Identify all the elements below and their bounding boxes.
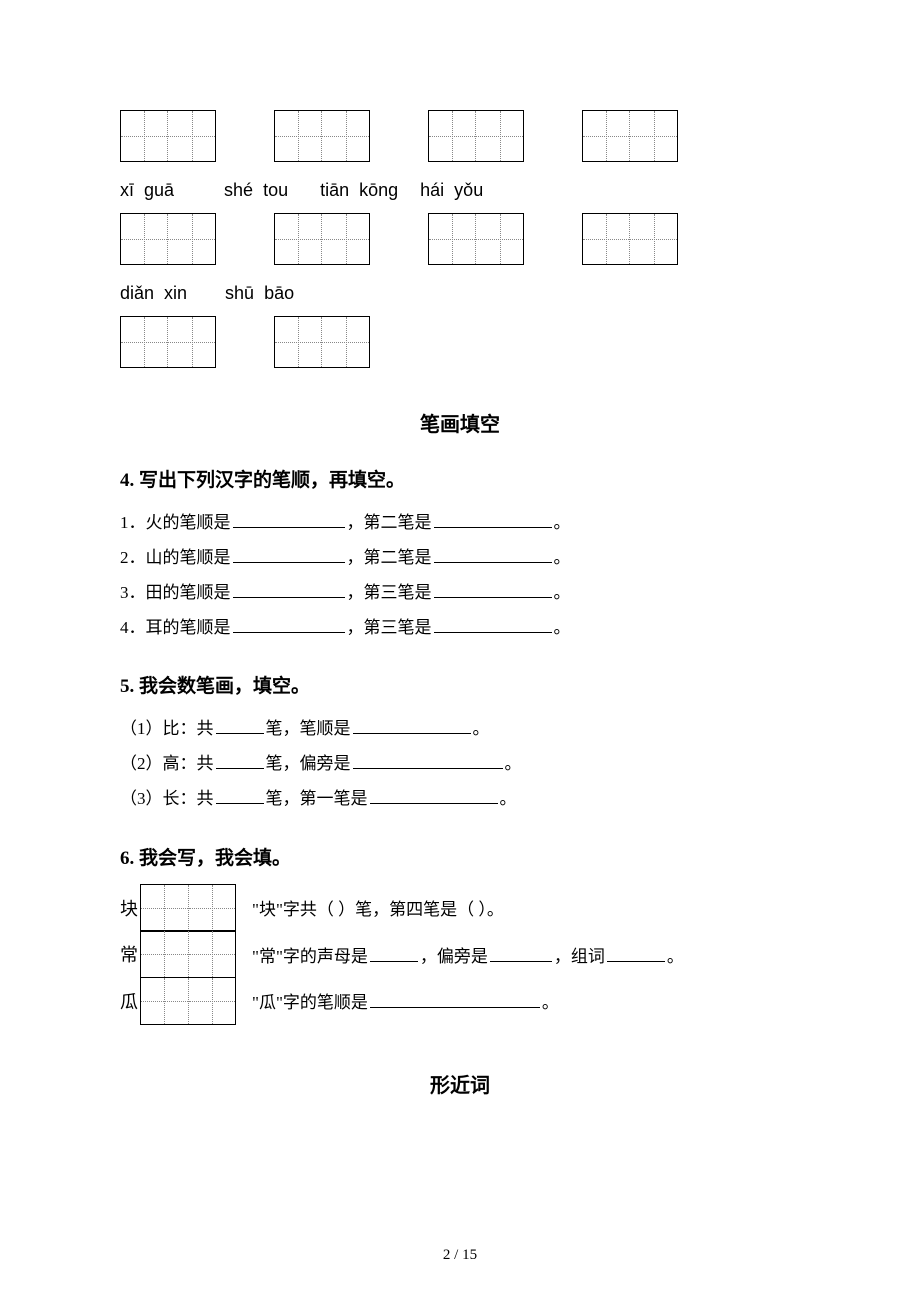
q6-character-label: 常	[120, 941, 140, 967]
blank	[370, 991, 540, 1008]
pinyin-label: shé tou	[224, 180, 288, 201]
writing-grid	[140, 977, 236, 1025]
blank	[353, 717, 471, 734]
blank	[233, 546, 345, 563]
blank	[607, 945, 665, 962]
question-6-row: 块 "块"字共（ ）笔，第四笔是（ ）。	[120, 884, 800, 932]
q6-character-label: 瓜	[120, 988, 140, 1014]
pinyin-label: tiān kōng	[320, 180, 398, 201]
question-5-head: 5. 我会数笔画，填空。	[120, 671, 800, 698]
writing-grid	[582, 213, 678, 265]
pinyin-label: diǎn xin	[120, 283, 187, 304]
writing-grid	[274, 316, 370, 368]
grid-row	[120, 316, 800, 368]
blank	[353, 752, 503, 769]
blank	[434, 546, 552, 563]
pinyin-label: shū bāo	[225, 283, 294, 304]
question-4-item: 2．山的笔顺是，第二笔是。	[120, 541, 800, 576]
question-6-row: 瓜 "瓜"字的笔顺是。	[120, 977, 800, 1025]
writing-grid	[120, 213, 216, 265]
q6-text: "块"字共（ ）笔，第四笔是（ ）。	[252, 895, 504, 920]
question-6-row: 常 "常"字的声母是，偏旁是，组词。	[120, 930, 800, 978]
writing-grid	[582, 110, 678, 162]
blank	[490, 945, 552, 962]
blank	[434, 616, 552, 633]
blank	[216, 752, 264, 769]
writing-grid	[274, 213, 370, 265]
writing-grid	[428, 110, 524, 162]
question-5-item: （1）比：共笔，笔顺是。	[120, 712, 800, 747]
blank	[233, 511, 345, 528]
question-5-item: （2）高：共笔，偏旁是。	[120, 747, 800, 782]
q6-text: "瓜"字的笔顺是。	[252, 988, 559, 1013]
section-title-similar-words: 形近词	[120, 1069, 800, 1098]
blank	[434, 581, 552, 598]
page-number: 2 / 15	[0, 1247, 920, 1264]
writing-grid	[120, 110, 216, 162]
writing-grid	[274, 110, 370, 162]
blank	[370, 945, 418, 962]
writing-grid	[120, 316, 216, 368]
question-4-item: 4．耳的笔顺是，第三笔是。	[120, 611, 800, 646]
writing-grid	[428, 213, 524, 265]
q6-text: "常"字的声母是，偏旁是，组词。	[252, 942, 684, 967]
blank	[370, 787, 498, 804]
pinyin-label: xī guā	[120, 180, 174, 201]
pinyin-label: hái yǒu	[420, 180, 483, 201]
writing-grid	[140, 884, 236, 932]
grid-row	[120, 110, 800, 162]
question-5-item: （3）长：共笔，第一笔是。	[120, 782, 800, 817]
blank	[434, 511, 552, 528]
blank	[233, 581, 345, 598]
question-6-head: 6. 我会写，我会填。	[120, 843, 800, 870]
section-title-strokes: 笔画填空	[120, 408, 800, 437]
question-4-head: 4. 写出下列汉字的笔顺，再填空。	[120, 465, 800, 492]
blank	[216, 717, 264, 734]
pinyin-row: diǎn xin shū bāo	[120, 283, 800, 304]
question-4-item: 1．火的笔顺是，第二笔是。	[120, 506, 800, 541]
writing-grid	[140, 930, 236, 978]
grid-row	[120, 213, 800, 265]
pinyin-row: xī guā shé tou tiān kōng hái yǒu	[120, 180, 800, 201]
blank	[233, 616, 345, 633]
question-4-item: 3．田的笔顺是，第三笔是。	[120, 576, 800, 611]
q6-character-label: 块	[120, 895, 140, 921]
blank	[216, 787, 264, 804]
